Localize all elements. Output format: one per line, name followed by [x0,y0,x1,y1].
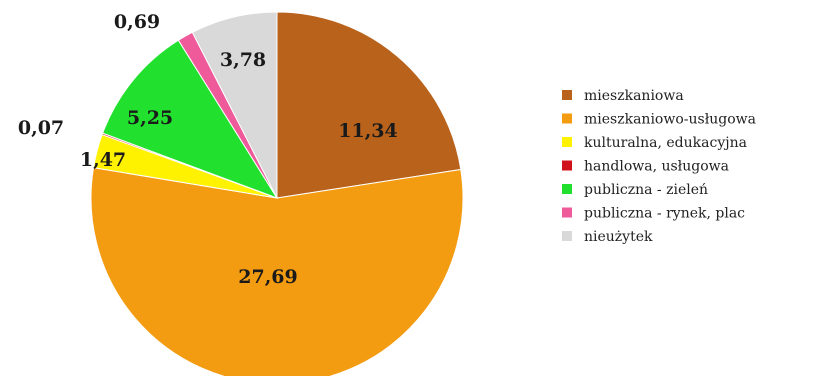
legend-swatch [562,160,572,171]
data-label-4: 0,07 [18,117,64,139]
legend-label: publiczna - rynek, plac [584,206,745,222]
pie-slices [90,11,464,376]
data-label-7: 3,78 [220,49,266,71]
legend-item: mieszkaniowa [562,88,684,104]
legend-item: mieszkaniowo-usługowa [562,112,756,128]
legend-swatch [562,207,572,218]
legend-label: mieszkaniowo-usługowa [584,112,756,128]
legend-item: handlowa, usługowa [562,159,729,175]
pie-slice-1 [276,11,462,199]
data-label-1: 11,34 [338,120,398,142]
pie-slice-7 [191,11,278,199]
pie-slice-2 [90,167,464,376]
legend-label: handlowa, usługowa [584,159,729,175]
legend-item: publiczna - zieleń [562,182,708,198]
data-label-3: 1,47 [80,149,126,171]
legend-item: publiczna - rynek, plac [562,206,745,222]
legend-label: mieszkaniowa [584,88,684,104]
legend-label: publiczna - zieleń [584,182,708,198]
data-label-2: 27,69 [238,266,298,288]
pie-slice-5 [102,39,279,199]
legend-item: nieużytek [562,229,653,245]
legend-label: nieużytek [584,229,653,245]
data-label-5: 5,25 [127,107,173,129]
legend-swatch [562,231,572,241]
legend-swatch [562,90,572,100]
legend-swatch [562,184,572,194]
legend-label: kulturalna, edukacyjna [584,135,747,151]
legend-item: kulturalna, edukacyjna [562,135,747,151]
legend-swatch [562,113,572,124]
chart-legend: mieszkaniowa mieszkaniowo-usługowa kultura… [562,88,756,245]
data-label-6: 0,69 [114,11,160,33]
legend-swatch [562,137,572,147]
pie-data-labels: 11,34 27,69 1,47 0,07 5,25 0,69 3,78 [18,11,398,288]
